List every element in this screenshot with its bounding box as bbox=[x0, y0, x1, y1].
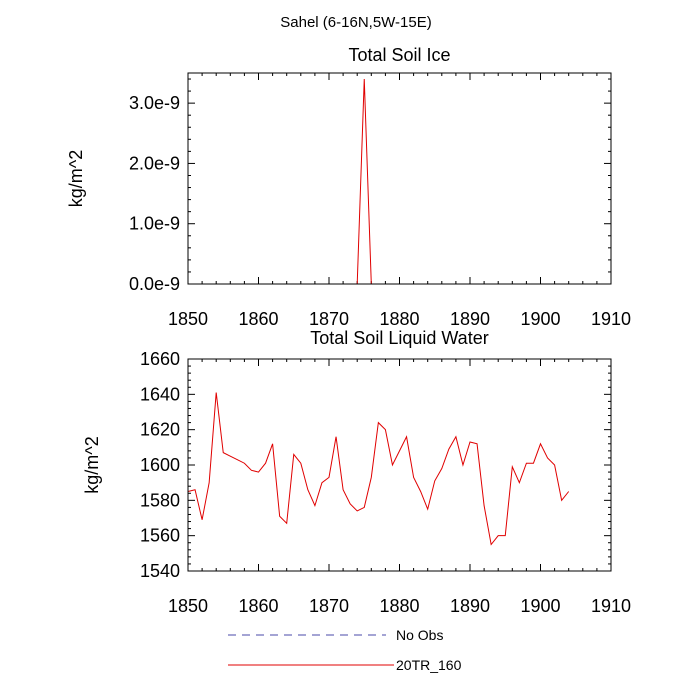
legend: No Obs 20TR_160 bbox=[228, 627, 462, 673]
x-tick-label: 1860 bbox=[238, 309, 278, 329]
y-tick-label: 3.0e-9 bbox=[129, 93, 180, 113]
figure-suptitle: Sahel (6-16N,5W-15E) bbox=[280, 14, 431, 31]
legend-label-20tr-160: 20TR_160 bbox=[396, 657, 462, 673]
x-tick-label: 1870 bbox=[309, 596, 349, 616]
panel-total-soil-ice: Total Soil Ice kg/m^2 1850 1860 1870 1880 1890… bbox=[66, 45, 631, 329]
panel-title: Total Soil Ice bbox=[348, 45, 450, 65]
x-tick-label: 1870 bbox=[309, 309, 349, 329]
y-tick-label: 1640 bbox=[140, 384, 180, 404]
y-tick-label: 1560 bbox=[140, 526, 180, 546]
y-tick-label: 1620 bbox=[140, 420, 180, 440]
x-tick-label: 1910 bbox=[591, 596, 631, 616]
x-tick-label: 1900 bbox=[520, 596, 560, 616]
y-tick-label: 1580 bbox=[140, 490, 180, 510]
plot-frame bbox=[187, 72, 612, 285]
x-tick-label: 1850 bbox=[168, 596, 208, 616]
y-tick-label: 0.0e-9 bbox=[129, 274, 180, 294]
y-tick-label: 1600 bbox=[140, 455, 180, 475]
panel-title: Total Soil Liquid Water bbox=[310, 328, 488, 348]
y-tick-label: 1660 bbox=[140, 349, 180, 369]
x-tick-label: 1880 bbox=[379, 309, 419, 329]
y-axis-label: kg/m^2 bbox=[66, 150, 86, 207]
series-line-20tr-160 bbox=[188, 79, 569, 285]
x-tick-label: 1860 bbox=[238, 596, 278, 616]
x-tick-label: 1890 bbox=[450, 596, 490, 616]
y-tick-label: 1.0e-9 bbox=[129, 214, 180, 234]
y-axis-label: kg/m^2 bbox=[82, 436, 102, 493]
panel-total-soil-liquid-water: Total Soil Liquid Water kg/m^2 1850 1860 187… bbox=[82, 328, 631, 616]
legend-label-no-obs: No Obs bbox=[396, 627, 443, 643]
y-tick-label: 1540 bbox=[140, 561, 180, 581]
x-tick-label: 1890 bbox=[450, 309, 490, 329]
x-tick-label: 1900 bbox=[520, 309, 560, 329]
x-tick-label: 1850 bbox=[168, 309, 208, 329]
y-tick-label: 2.0e-9 bbox=[129, 153, 180, 173]
x-tick-label: 1910 bbox=[591, 309, 631, 329]
series-line-20tr-160 bbox=[187, 392, 570, 546]
plot-frame bbox=[187, 358, 612, 572]
x-tick-label: 1880 bbox=[379, 596, 419, 616]
